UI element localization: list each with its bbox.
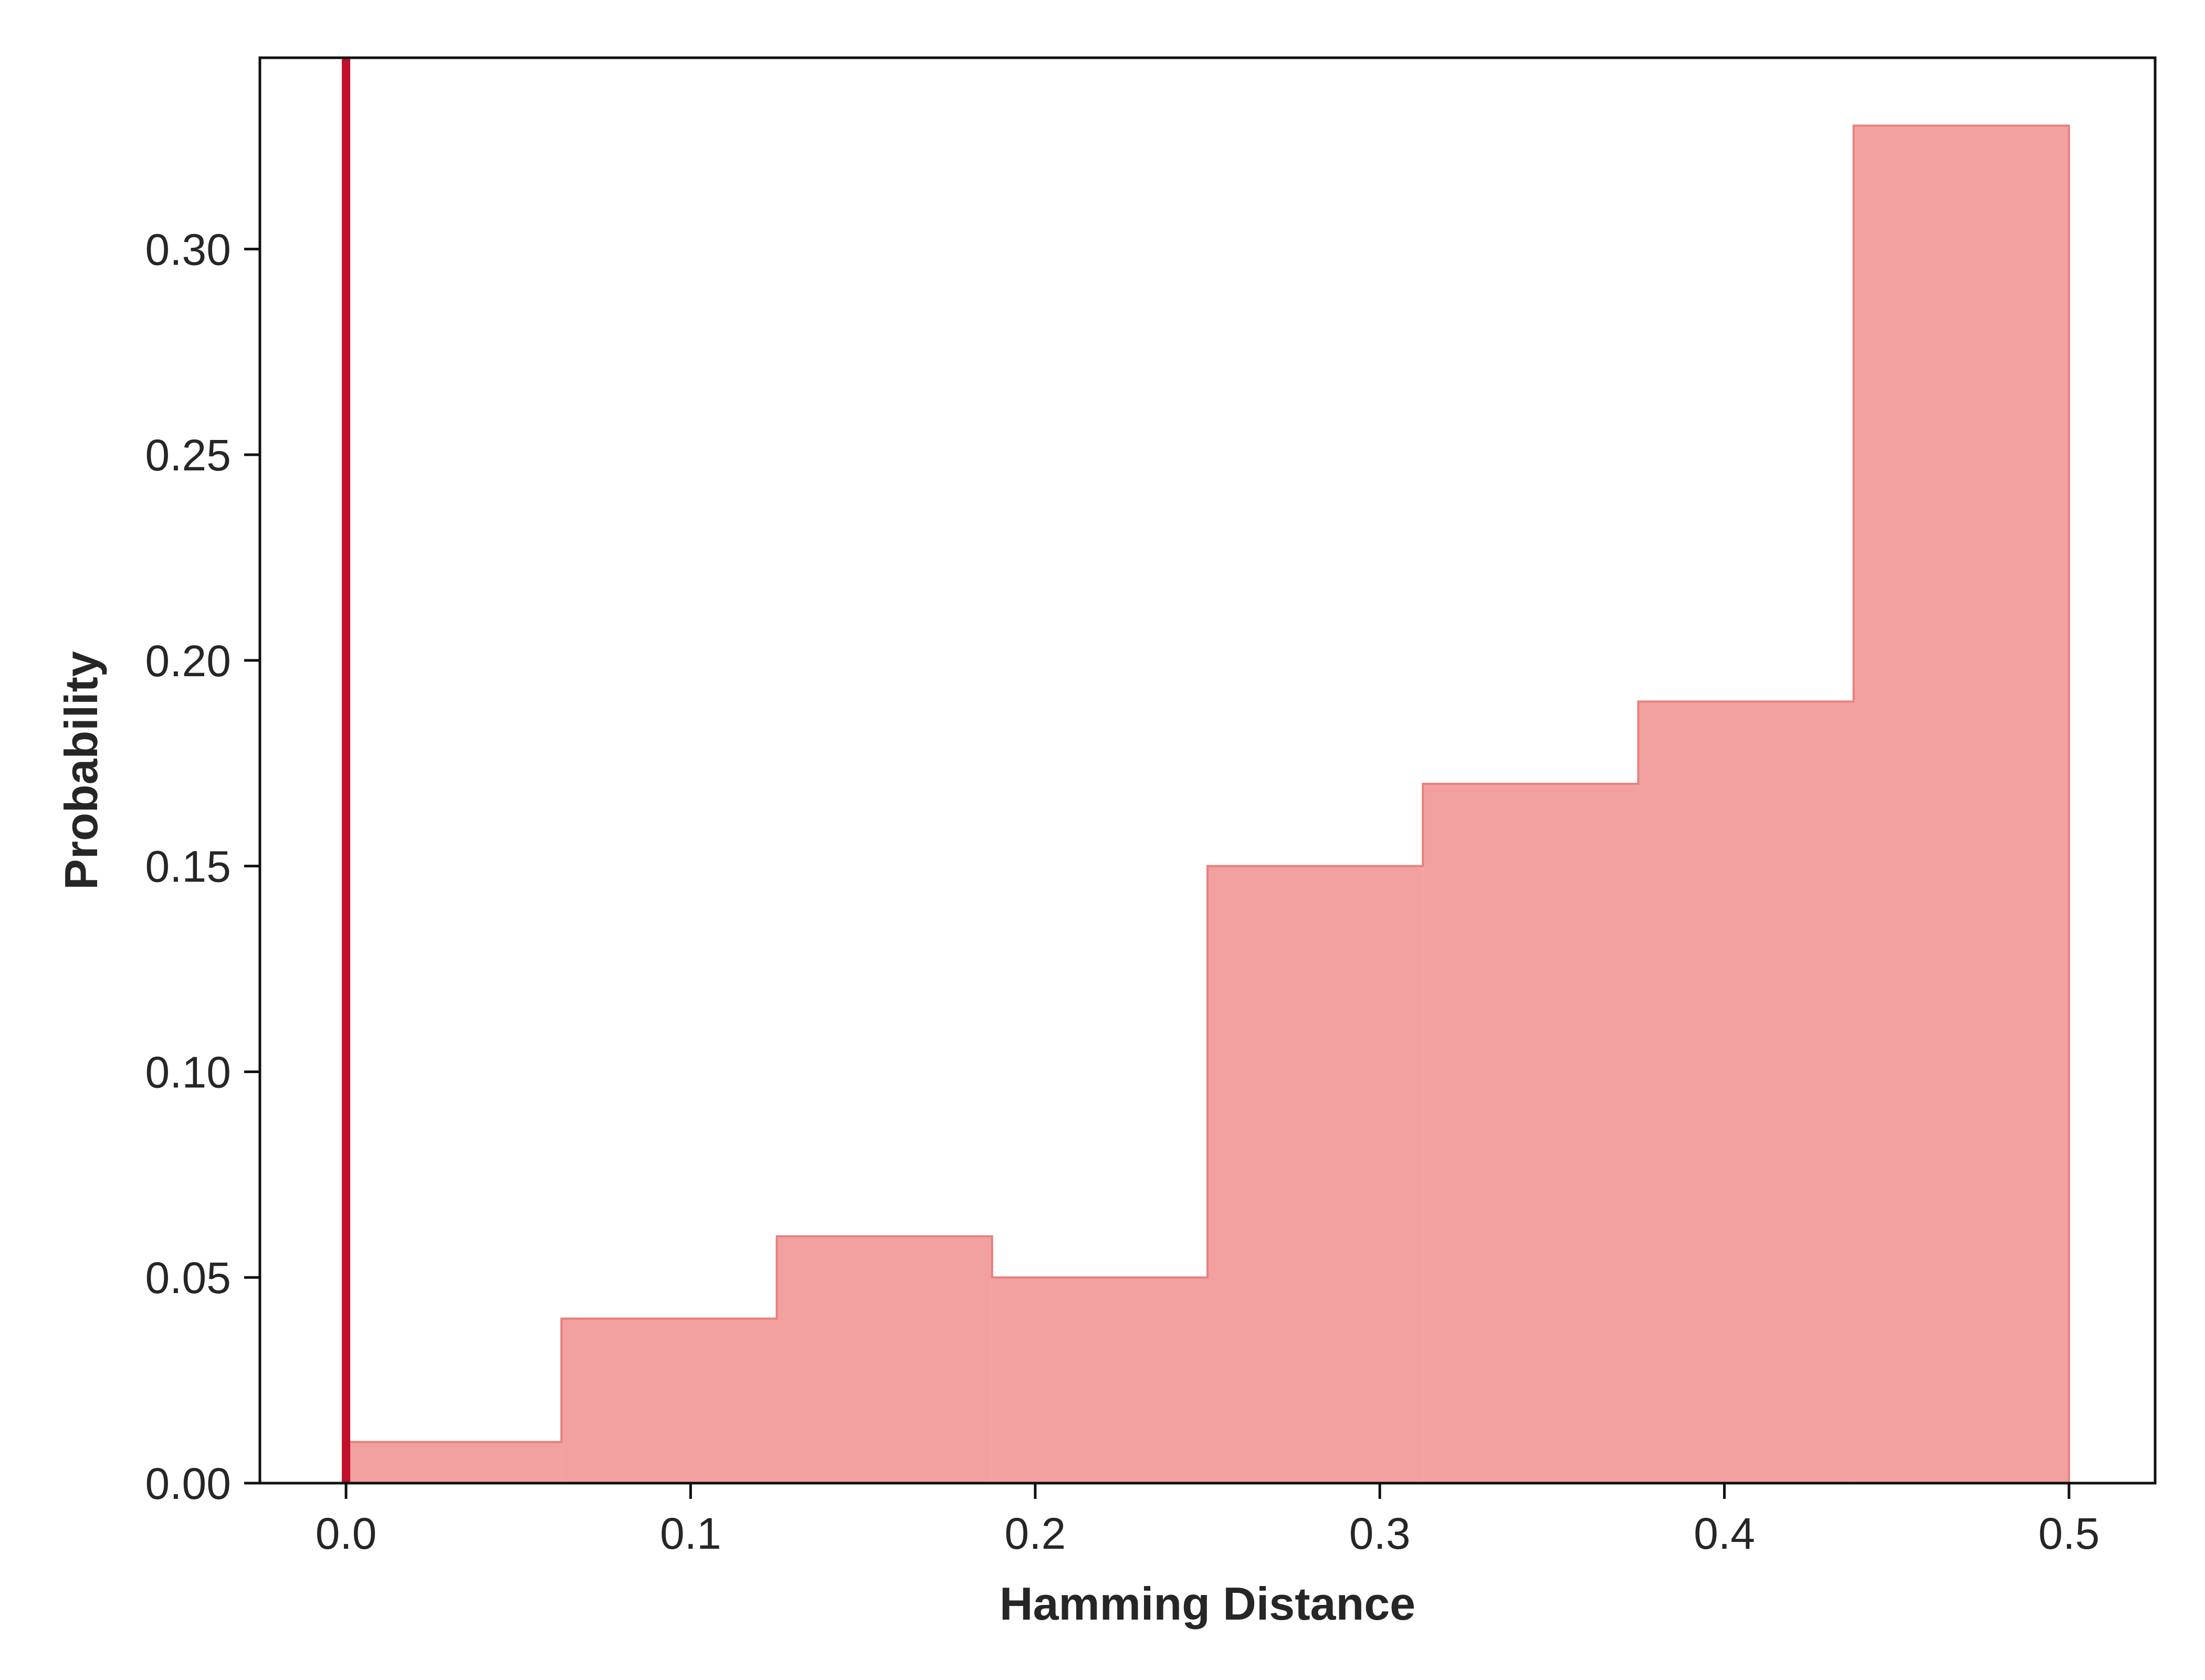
y-axis-ticks: 0.00 0.05 0.10 0.15 0.20 0.25 0.30 — [145, 225, 260, 1508]
y-tick-label: 0.00 — [145, 1459, 232, 1508]
histogram-bars — [345, 124, 2070, 1484]
histogram-outline — [345, 124, 2070, 1483]
histogram-bar — [1853, 125, 2069, 1484]
y-axis-label: Probability — [55, 651, 107, 890]
y-tick-label: 0.15 — [145, 842, 232, 891]
x-axis-label: Hamming Distance — [1000, 1578, 1415, 1630]
x-axis-ticks: 0.0 0.1 0.2 0.3 0.4 0.5 — [316, 1483, 2100, 1558]
histogram-bar — [992, 1277, 1208, 1483]
y-tick-label: 0.10 — [145, 1047, 232, 1097]
y-tick-label: 0.25 — [145, 430, 232, 480]
x-tick-label: 0.5 — [2039, 1509, 2100, 1558]
x-tick-label: 0.4 — [1694, 1509, 1755, 1558]
x-tick-label: 0.2 — [1004, 1509, 1066, 1558]
x-tick-label: 0.1 — [660, 1509, 721, 1558]
histogram-bar — [776, 1236, 992, 1483]
y-tick-label: 0.30 — [145, 225, 232, 274]
histogram-bar — [561, 1318, 777, 1483]
y-tick-label: 0.05 — [145, 1253, 232, 1303]
histogram-bar — [346, 1442, 562, 1483]
x-tick-label: 0.3 — [1349, 1509, 1411, 1558]
histogram-bar — [1423, 783, 1639, 1483]
histogram-bar — [1638, 701, 1854, 1483]
y-tick-label: 0.20 — [145, 636, 232, 686]
x-tick-label: 0.0 — [316, 1509, 377, 1558]
histogram-bar — [1208, 866, 1423, 1483]
plot-frame — [258, 56, 2157, 1485]
